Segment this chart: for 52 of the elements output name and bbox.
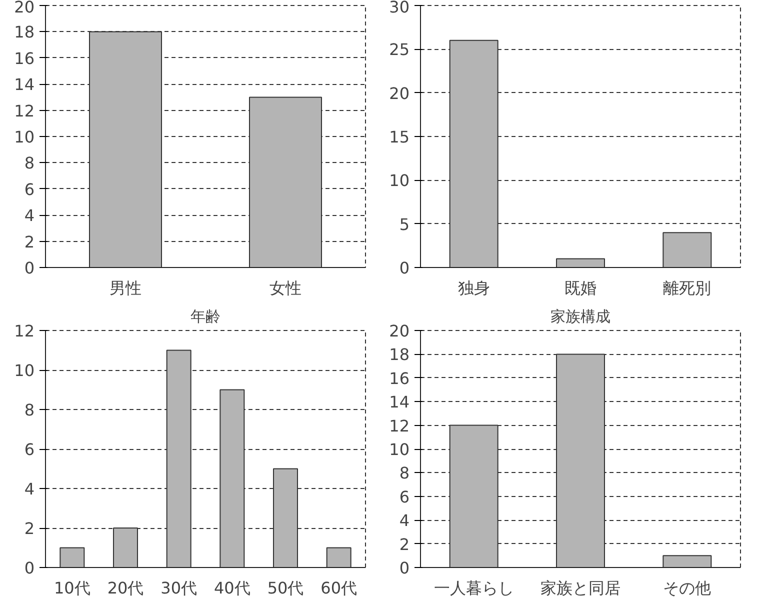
chart-title: 家族構成 xyxy=(550,308,610,326)
y-tick-label: 4 xyxy=(399,511,410,530)
y-tick-label: 10 xyxy=(389,171,410,190)
y-tick-label: 18 xyxy=(389,345,410,364)
y-tick-label: 30 xyxy=(389,0,410,16)
x-tick-label: 60代 xyxy=(320,578,358,598)
x-tick-label: 50代 xyxy=(267,578,304,598)
x-tick-label: 男性 xyxy=(110,278,142,298)
y-tick-label: 10 xyxy=(14,128,34,146)
y-tick-label: 0 xyxy=(399,258,410,278)
y-tick-label: 14 xyxy=(389,392,410,412)
y-tick-label: 14 xyxy=(14,75,34,94)
x-tick-label: 一人暮らし xyxy=(434,578,514,598)
y-tick-label: 15 xyxy=(389,128,410,146)
y-tick-label: 8 xyxy=(399,464,410,483)
y-tick-label: 12 xyxy=(389,416,410,436)
y-tick-label: 0 xyxy=(24,258,35,278)
x-tick-label: 20代 xyxy=(107,578,144,598)
y-tick-label: 0 xyxy=(24,558,35,578)
y-tick-label: 20 xyxy=(389,322,410,340)
y-tick-label: 20 xyxy=(14,0,34,16)
y-tick-label: 5 xyxy=(399,214,410,234)
y-tick-label: 8 xyxy=(24,154,35,173)
y-tick-label: 18 xyxy=(14,22,34,42)
x-tick-label: 独身 xyxy=(458,278,490,298)
x-tick-label: 既婚 xyxy=(564,278,596,298)
y-tick-label: 10 xyxy=(389,440,410,459)
y-tick-label: 25 xyxy=(389,40,410,60)
y-tick-label: 4 xyxy=(24,480,35,498)
y-tick-label: 8 xyxy=(24,400,35,420)
y-tick-label: 2 xyxy=(24,519,35,538)
x-tick-label: その他 xyxy=(663,578,712,598)
y-tick-label: 4 xyxy=(24,206,35,226)
y-tick-label: 6 xyxy=(24,440,35,459)
y-tick-label: 6 xyxy=(399,487,410,506)
x-tick-label: 離死別 xyxy=(663,278,712,298)
x-tick-label: 30代 xyxy=(160,578,198,598)
y-tick-label: 10 xyxy=(14,361,34,380)
x-tick-label: 10代 xyxy=(54,578,90,598)
x-tick-label: 40代 xyxy=(214,578,250,598)
y-tick-label: 2 xyxy=(24,232,35,252)
y-tick-label: 12 xyxy=(14,322,34,340)
chart-title: 年齢 xyxy=(190,308,220,326)
x-tick-label: 家族と同居 xyxy=(540,578,620,598)
y-tick-label: 16 xyxy=(14,48,34,68)
y-tick-label: 12 xyxy=(14,101,34,120)
y-tick-label: 0 xyxy=(399,558,410,578)
y-tick-label: 16 xyxy=(389,368,410,388)
y-tick-label: 20 xyxy=(389,84,410,103)
y-tick-label: 6 xyxy=(24,180,35,199)
x-tick-label: 女性 xyxy=(270,278,302,298)
y-tick-label: 2 xyxy=(399,534,410,554)
